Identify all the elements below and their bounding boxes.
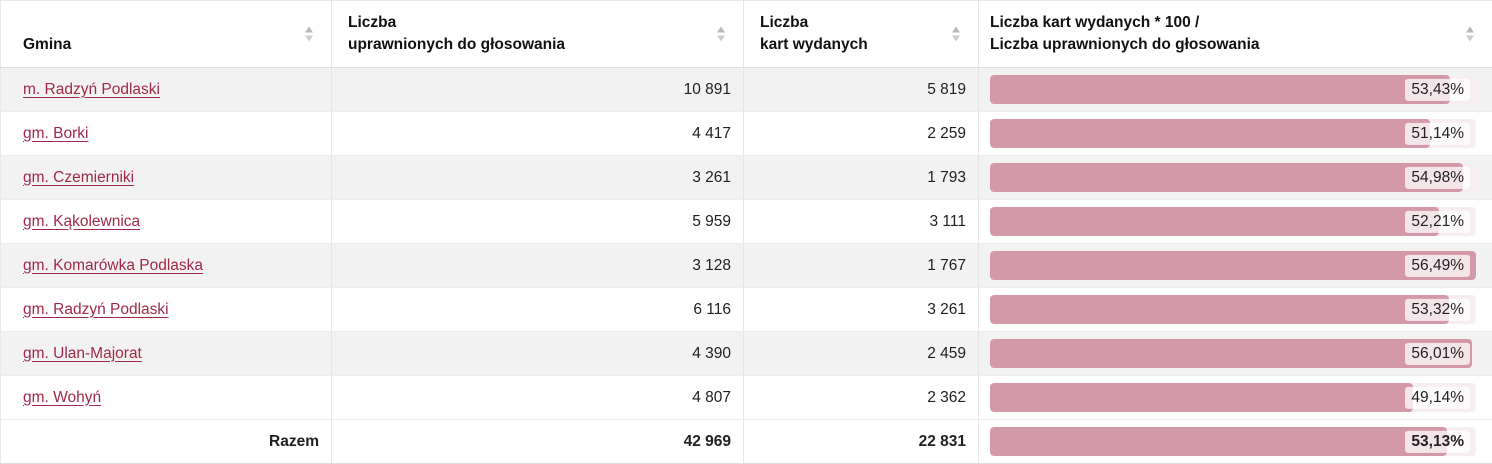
turnout-bar-fill bbox=[990, 251, 1476, 280]
turnout-bar: 56,01% bbox=[990, 339, 1476, 368]
gmina-link[interactable]: gm. Wohyń bbox=[23, 389, 101, 406]
column-header-uprawnieni[interactable]: Liczba uprawnionych do głosowania bbox=[332, 1, 744, 68]
table-row: gm. Komarówka Podlaska 3 128 1 767 56,49… bbox=[1, 244, 1492, 288]
turnout-bar: 53,43% bbox=[990, 75, 1476, 104]
header-row: Gmina Liczba uprawnionych do głosowania … bbox=[1, 1, 1492, 68]
turnout-percent: 56,49% bbox=[1405, 254, 1470, 276]
column-header-label: Gmina bbox=[23, 34, 287, 56]
total-karty-value: 22 831 bbox=[744, 420, 979, 464]
table-row: gm. Wohyń 4 807 2 362 49,14% bbox=[1, 376, 1492, 420]
turnout-percent: 53,32% bbox=[1405, 298, 1470, 320]
turnout-percent: 52,21% bbox=[1405, 210, 1470, 232]
gmina-link[interactable]: gm. Czemierniki bbox=[23, 169, 134, 186]
turnout-percent: 56,01% bbox=[1405, 342, 1470, 364]
uprawnieni-value: 6 116 bbox=[332, 288, 744, 332]
sort-arrows-icon[interactable] bbox=[1465, 27, 1474, 42]
column-header-label: kart wydanych bbox=[760, 34, 934, 56]
turnout-bar-fill bbox=[990, 75, 1450, 104]
table-row: m. Radzyń Podlaski 10 891 5 819 53,43% bbox=[1, 68, 1492, 112]
gmina-link[interactable]: gm. Borki bbox=[23, 125, 88, 142]
turnout-bar: 56,49% bbox=[990, 251, 1476, 280]
turnout-bar-fill bbox=[990, 119, 1430, 148]
uprawnieni-value: 3 128 bbox=[332, 244, 744, 288]
column-header-label: Liczba bbox=[348, 12, 699, 34]
karty-value: 1 767 bbox=[744, 244, 979, 288]
total-turnout-percent: 53,13% bbox=[1405, 430, 1470, 452]
column-header-label: Liczba bbox=[760, 12, 934, 34]
gmina-link[interactable]: gm. Radzyń Podlaski bbox=[23, 301, 169, 318]
turnout-bar-fill bbox=[990, 207, 1439, 236]
turnout-percent: 51,14% bbox=[1405, 122, 1470, 144]
column-header-gmina[interactable]: Gmina bbox=[1, 1, 332, 68]
turnout-bar-fill bbox=[990, 427, 1447, 456]
total-row: Razem 42 969 22 831 53,13% bbox=[1, 420, 1492, 464]
turnout-percent: 53,43% bbox=[1405, 78, 1470, 100]
karty-value: 2 459 bbox=[744, 332, 979, 376]
uprawnieni-value: 4 417 bbox=[332, 112, 744, 156]
table-row: gm. Czemierniki 3 261 1 793 54,98% bbox=[1, 156, 1492, 200]
gmina-link[interactable]: m. Radzyń Podlaski bbox=[23, 81, 160, 98]
turnout-percent: 54,98% bbox=[1405, 166, 1470, 188]
turnout-bar-fill bbox=[990, 295, 1449, 324]
turnout-bar-fill bbox=[990, 339, 1472, 368]
karty-value: 2 259 bbox=[744, 112, 979, 156]
uprawnieni-value: 4 390 bbox=[332, 332, 744, 376]
column-header-label: Liczba kart wydanych * 100 / bbox=[990, 12, 1448, 34]
column-header-label: Liczba uprawnionych do głosowania bbox=[990, 34, 1448, 56]
gmina-link[interactable]: gm. Kąkolewnica bbox=[23, 213, 140, 230]
gmina-link[interactable]: gm. Ulan-Majorat bbox=[23, 345, 142, 362]
turnout-bar: 53,32% bbox=[990, 295, 1476, 324]
table-row: gm. Kąkolewnica 5 959 3 111 52,21% bbox=[1, 200, 1492, 244]
turnout-bar: 52,21% bbox=[990, 207, 1476, 236]
uprawnieni-value: 5 959 bbox=[332, 200, 744, 244]
column-header-frekwencja[interactable]: Liczba kart wydanych * 100 / Liczba upra… bbox=[979, 1, 1492, 68]
uprawnieni-value: 10 891 bbox=[332, 68, 744, 112]
sort-arrows-icon[interactable] bbox=[951, 27, 960, 42]
karty-value: 2 362 bbox=[744, 376, 979, 420]
turnout-bar: 49,14% bbox=[990, 383, 1476, 412]
karty-value: 3 261 bbox=[744, 288, 979, 332]
column-header-label: uprawnionych do głosowania bbox=[348, 34, 699, 56]
sort-arrows-icon[interactable] bbox=[716, 27, 725, 42]
turnout-bar-fill bbox=[990, 163, 1463, 192]
karty-value: 1 793 bbox=[744, 156, 979, 200]
turnout-percent: 49,14% bbox=[1405, 386, 1470, 408]
table-row: gm. Radzyń Podlaski 6 116 3 261 53,32% bbox=[1, 288, 1492, 332]
table-row: gm. Ulan-Majorat 4 390 2 459 56,01% bbox=[1, 332, 1492, 376]
sort-arrows-icon[interactable] bbox=[304, 27, 313, 42]
turnout-bar: 53,13% bbox=[990, 427, 1476, 456]
turnout-bar: 54,98% bbox=[990, 163, 1476, 192]
turnout-bar-fill bbox=[990, 383, 1413, 412]
gmina-link[interactable]: gm. Komarówka Podlaska bbox=[23, 257, 203, 274]
karty-value: 5 819 bbox=[744, 68, 979, 112]
uprawnieni-value: 4 807 bbox=[332, 376, 744, 420]
turnout-bar: 51,14% bbox=[990, 119, 1476, 148]
table-row: gm. Borki 4 417 2 259 51,14% bbox=[1, 112, 1492, 156]
total-uprawnieni-value: 42 969 bbox=[332, 420, 744, 464]
total-label: Razem bbox=[1, 420, 332, 464]
uprawnieni-value: 3 261 bbox=[332, 156, 744, 200]
column-header-karty[interactable]: Liczba kart wydanych bbox=[744, 1, 979, 68]
karty-value: 3 111 bbox=[744, 200, 979, 244]
